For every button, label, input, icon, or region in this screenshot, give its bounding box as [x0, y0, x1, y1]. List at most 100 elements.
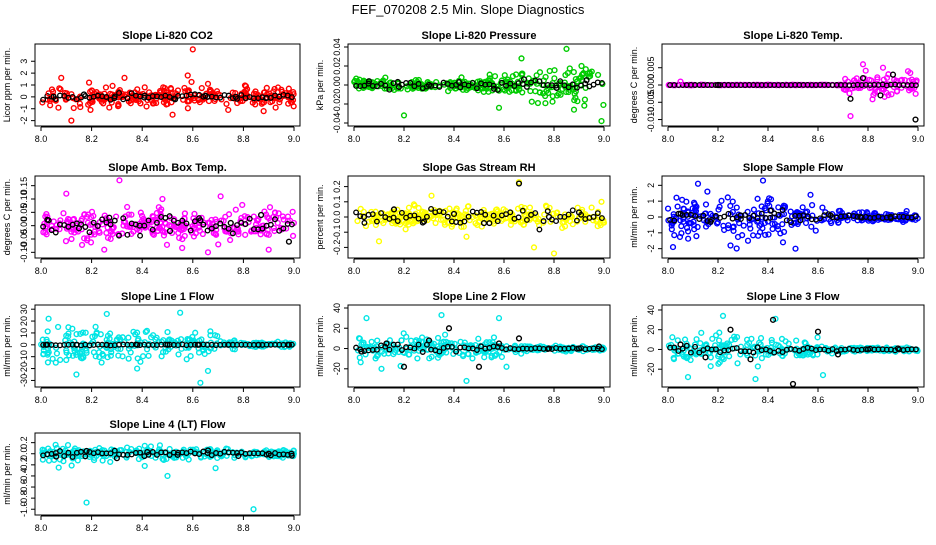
black-marked-point [789, 380, 797, 387]
black-point [519, 207, 526, 214]
colored-point [135, 455, 142, 463]
black-marked-point [737, 212, 744, 219]
black-point [754, 215, 761, 222]
black-marked-point [595, 343, 603, 350]
black-point [436, 348, 443, 355]
black-marked-point [677, 210, 684, 217]
black-point [461, 218, 468, 225]
black-point [696, 349, 703, 356]
colored-point [779, 221, 786, 228]
colored-point [60, 210, 67, 217]
colored-point [745, 339, 753, 347]
black-point [737, 216, 744, 222]
chart-title: Slope Line 3 Flow [747, 291, 840, 303]
colored-point [808, 223, 815, 230]
black-point [386, 86, 393, 93]
y-tick-label: -0.4 [19, 468, 29, 484]
black-point [288, 341, 295, 348]
colored-point [68, 235, 75, 243]
colored-point [91, 231, 98, 238]
colored-point [493, 206, 500, 213]
colored-point [207, 87, 215, 94]
black-marked-point [75, 225, 83, 232]
colored-point [690, 218, 697, 225]
colored-marked-point [807, 191, 814, 198]
black-point [419, 219, 426, 226]
colored-point [270, 224, 277, 232]
chart-panel-6: Slope Sample Flow ml/min per min. -2 -1 0 1 2 8… [629, 162, 925, 276]
y-tick-label: -2 [19, 117, 29, 125]
chart-title: Slope Line 2 Flow [433, 291, 526, 303]
colored-point [764, 198, 771, 205]
x-tick-label: 8.2 [85, 266, 98, 276]
plot-frame [661, 43, 925, 127]
black-point [423, 213, 430, 220]
x-tick-label: 8.6 [498, 134, 511, 144]
colored-point [124, 203, 131, 211]
x-tick-label: 9.0 [288, 134, 301, 144]
black-point [490, 212, 497, 219]
x-axis: 8.0 8.2 8.4 8.6 8.8 9.0 [35, 258, 300, 276]
colored-point [594, 71, 602, 79]
colored-point [542, 92, 549, 100]
colored-point [534, 99, 542, 107]
black-point [196, 451, 203, 458]
y-tick-label: -0.05 [19, 229, 29, 250]
x-tick-label: 8.0 [35, 523, 48, 533]
black-point [259, 225, 266, 232]
colored-point [475, 335, 482, 342]
colored-marked-point [260, 108, 267, 115]
black-point [767, 214, 774, 221]
black-point [272, 216, 278, 223]
black-marked-point [515, 180, 523, 187]
colored-point [225, 211, 233, 218]
colored-marked-point [792, 245, 799, 252]
black-point [817, 215, 824, 222]
colored-marked-point [101, 246, 108, 253]
colored-point [465, 203, 472, 210]
colored-point [437, 216, 445, 223]
y-axis: -20 0 20 40 [332, 303, 349, 375]
colored-point [357, 359, 364, 366]
colored-point [549, 93, 556, 100]
chart-title: Slope Li-820 Pressure [422, 30, 537, 42]
colored-marked-point [904, 68, 912, 75]
colored-point [536, 89, 544, 96]
colored-point [78, 241, 86, 249]
colored-marked-point [463, 233, 470, 240]
black-marked-point [445, 325, 453, 332]
y-tick-label: 0.2 [19, 436, 29, 449]
black-point [536, 226, 543, 233]
x-tick-label: 8.8 [237, 266, 250, 276]
black-point [200, 221, 207, 228]
colored-point [109, 230, 116, 237]
colored-marked-point [141, 462, 148, 470]
black-point [242, 221, 249, 228]
black-point [103, 94, 110, 100]
colored-marked-point [58, 74, 65, 81]
points-group [665, 61, 920, 123]
black-marked-point [827, 212, 834, 219]
colored-point [754, 363, 761, 370]
colored-point [147, 443, 154, 450]
colored-point [893, 88, 901, 95]
colored-point [125, 211, 132, 218]
colored-marked-point [463, 377, 470, 385]
colored-point [107, 458, 114, 466]
colored-point [374, 337, 381, 344]
black-marked-point [490, 85, 498, 92]
x-axis: 8.0 8.2 8.4 8.6 8.8 9.0 [662, 126, 924, 144]
colored-point [115, 352, 122, 359]
colored-point [81, 211, 88, 218]
colored-point [787, 208, 794, 215]
colored-point [40, 351, 47, 358]
colored-point [707, 363, 714, 370]
colored-point [432, 219, 439, 227]
colored-point [164, 328, 171, 336]
colored-point [225, 228, 232, 235]
colored-point [899, 216, 906, 224]
black-point [107, 221, 114, 228]
black-marked-point [197, 217, 204, 224]
black-point [276, 227, 283, 234]
colored-marked-point [225, 106, 232, 114]
